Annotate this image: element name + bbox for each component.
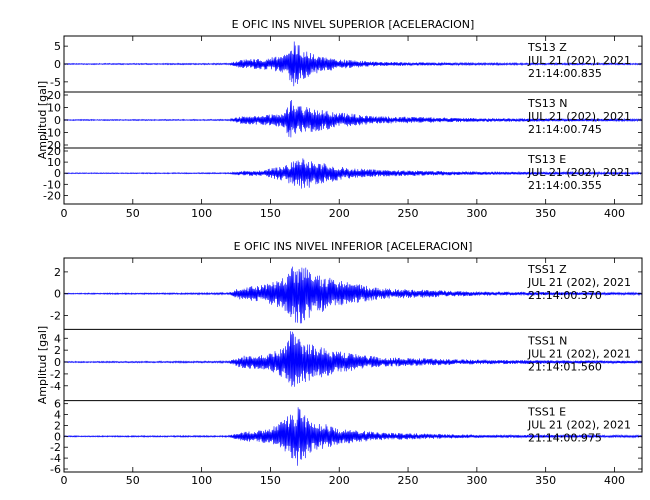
channel-info: TS13 Z [527,41,567,54]
x-tick-label: 200 [329,474,350,487]
y-tick-label: 0 [54,356,61,369]
channel-info: 21:14:01.560 [528,360,602,373]
y-tick-label: 6 [54,398,61,411]
y-tick-label: -20 [43,139,61,152]
waveform-ts13-e [63,158,642,189]
channel-info: 21:14:00.975 [528,432,602,445]
x-tick-label: 150 [260,474,281,487]
channel-info: TSS1 Z [527,263,567,276]
channel-info: JUL 21 (202), 2021 [527,347,631,360]
channel-info: TS13 E [527,153,566,166]
x-tick-label: 350 [535,474,556,487]
channel-info: JUL 21 (202), 2021 [527,166,631,179]
y-tick-label: -2 [50,441,61,454]
y-tick-label: 5 [54,40,61,53]
waveform-ts51-z [63,266,642,324]
plot-frame [63,35,643,205]
channel-info: 21:14:00.370 [528,289,602,302]
x-tick-label: 100 [191,474,212,487]
channel-info: 21:14:00.745 [528,123,602,136]
chart-title: E OFIC INS NIVEL INFERIOR [ACELERACION] [234,240,473,253]
x-tick-label: 250 [398,474,419,487]
y-tick-label: 0 [54,167,61,180]
channel-info: 21:14:00.835 [528,67,602,80]
channel-info: JUL 21 (202), 2021 [527,276,631,289]
x-tick-label: 200 [329,207,350,220]
chart-title: E OFIC INS NIVEL SUPERIOR [ACELERACION] [232,18,475,31]
channel-info: TS13 N [527,97,567,110]
y-tick-label: 0 [54,114,61,127]
y-tick-label: 10 [47,156,61,169]
y-tick-label: 0 [54,288,61,301]
x-tick-label: 150 [260,207,281,220]
y-tick-label: 10 [47,102,61,115]
y-axis-label: Amplitud [gal] [36,81,49,159]
plot-frame [63,257,643,473]
x-tick-label: 100 [191,207,212,220]
x-tick-label: 400 [604,207,625,220]
waveform-ts13-n [63,99,642,138]
y-tick-label: 20 [47,145,61,158]
x-tick-label: 0 [61,474,68,487]
channel-info: JUL 21 (202), 2021 [527,54,631,67]
waveform-ts13-z [63,41,642,87]
y-tick-label: -6 [50,463,61,476]
waveform-ts51-e [63,407,642,466]
y-tick-label: -20 [43,189,61,202]
x-tick-label: 50 [126,474,140,487]
x-tick-label: 50 [126,207,140,220]
channel-info: JUL 21 (202), 2021 [527,419,631,432]
y-tick-label: -5 [50,76,61,89]
x-tick-label: 400 [604,474,625,487]
x-tick-label: 300 [466,207,487,220]
x-tick-label: 0 [61,207,68,220]
x-tick-label: 350 [535,207,556,220]
channel-info: JUL 21 (202), 2021 [527,110,631,123]
channel-info: TSS1 N [527,334,567,347]
y-axis-label: Amplitud [gal] [36,326,49,404]
x-tick-label: 300 [466,474,487,487]
y-tick-label: -4 [50,452,61,465]
y-tick-label: 2 [54,419,61,432]
y-tick-label: 0 [54,430,61,443]
channel-info: TSS1 E [527,406,566,419]
y-tick-label: 0 [54,58,61,71]
y-tick-label: 4 [54,332,61,345]
x-tick-label: 250 [398,207,419,220]
y-tick-label: -2 [50,368,61,381]
y-tick-label: 20 [47,89,61,102]
y-tick-label: -10 [43,127,61,140]
y-tick-label: 4 [54,409,61,422]
y-tick-label: -4 [50,380,61,393]
y-tick-label: 2 [54,266,61,279]
y-tick-label: 2 [54,344,61,357]
y-tick-label: -10 [43,178,61,191]
waveform-ts51-n [63,331,642,387]
channel-info: 21:14:00.355 [528,179,602,192]
y-tick-label: -2 [50,309,61,322]
